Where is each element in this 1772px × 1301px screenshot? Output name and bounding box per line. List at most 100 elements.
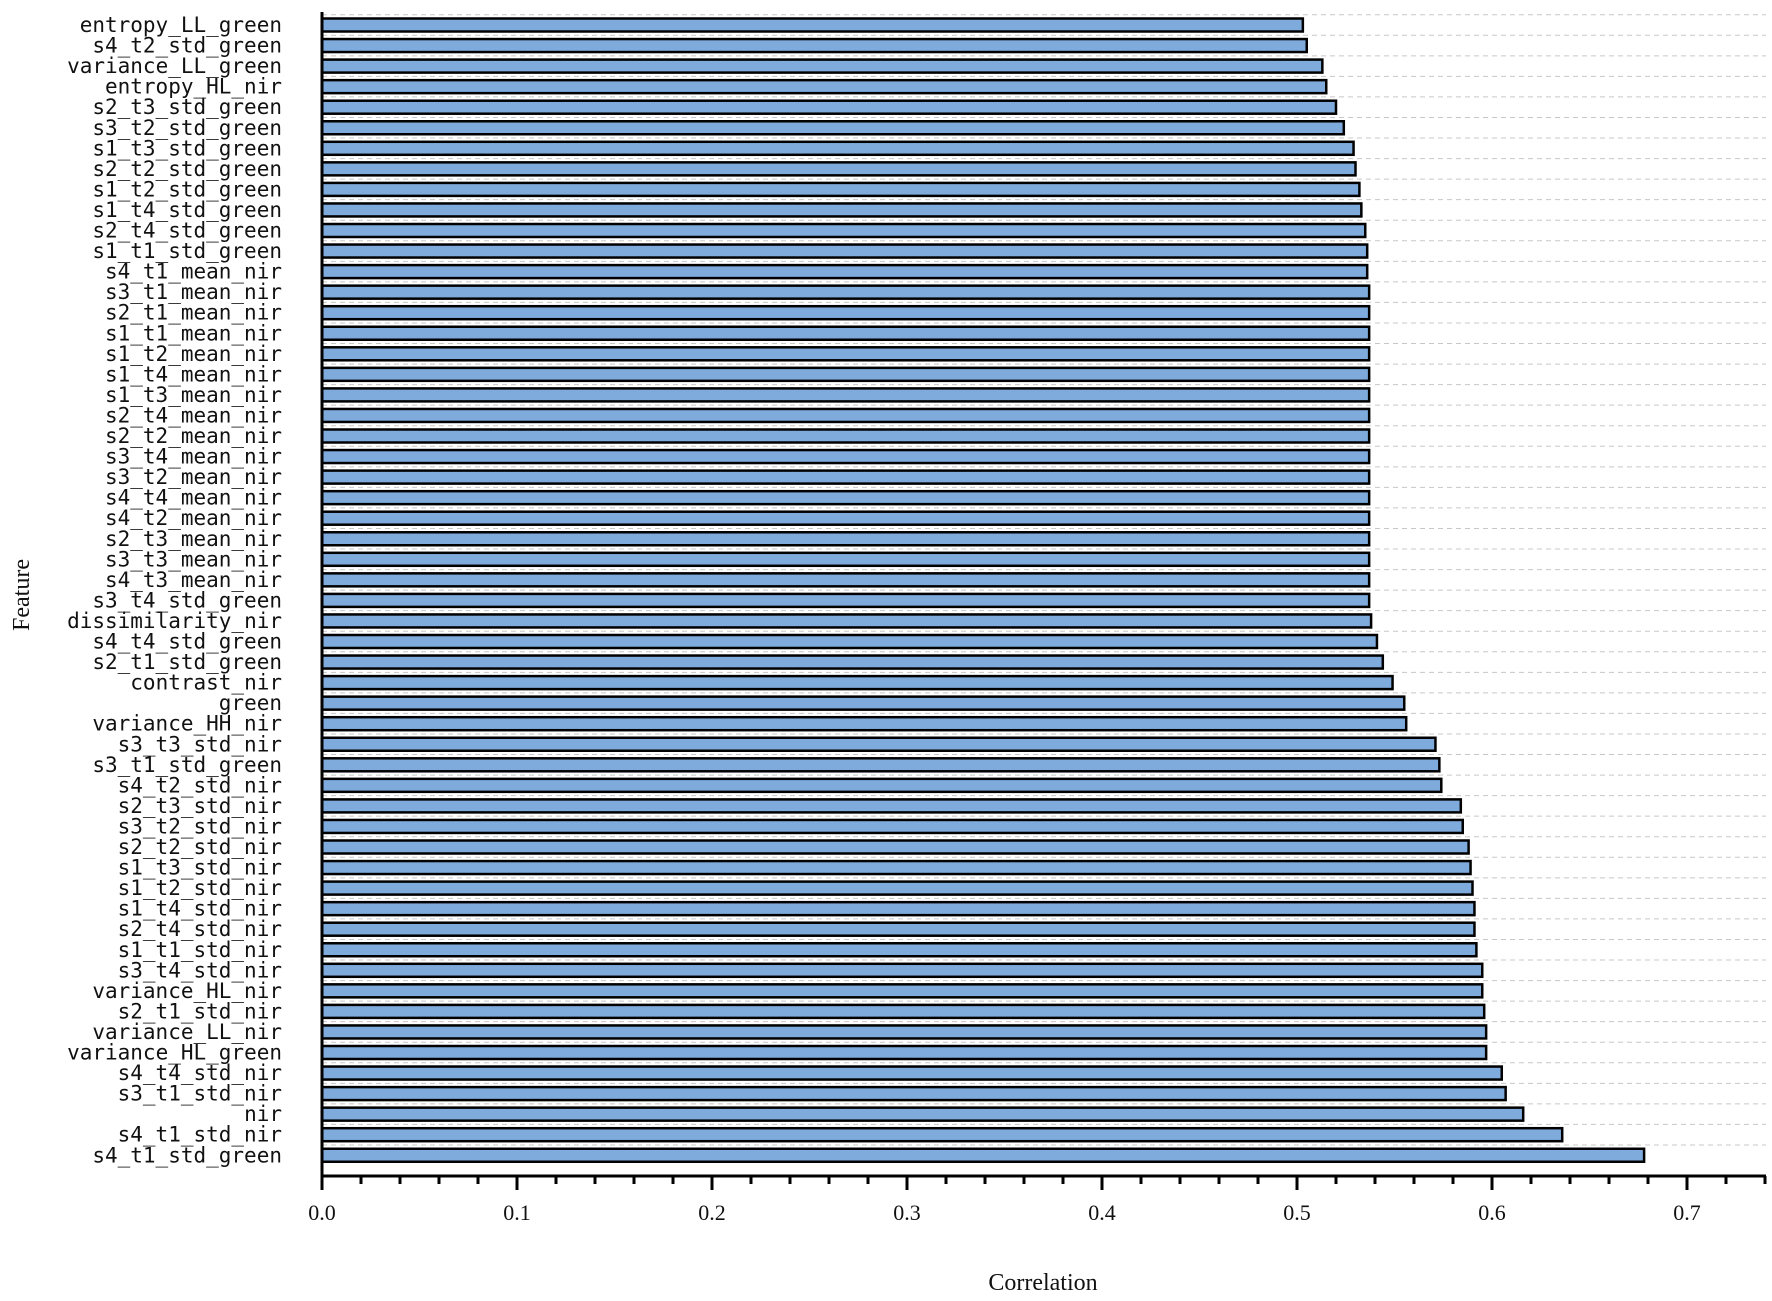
category-label: s2_t1_std_green bbox=[92, 650, 282, 674]
bar-s1_t1_std_nir bbox=[320, 942, 1478, 958]
bar-s2_t3_std_nir bbox=[320, 798, 1463, 814]
bar-s2_t2_std_nir bbox=[320, 839, 1470, 855]
category-label: s1_t4_mean_nir bbox=[105, 362, 282, 386]
category-label: s1_t4_std_nir bbox=[118, 897, 282, 921]
category-label: entropy_LL_green bbox=[80, 13, 282, 37]
category-label: variance_LL_green bbox=[67, 54, 282, 78]
category-label: s2_t4_std_nir bbox=[118, 917, 282, 941]
x-tick-label: 0.3 bbox=[893, 1200, 921, 1225]
bar-s2_t3_mean_nir bbox=[320, 531, 1371, 547]
category-label: s1_t3_std_nir bbox=[118, 856, 282, 880]
category-label: variance_HL_nir bbox=[92, 979, 282, 1003]
category-label: s4_t3_mean_nir bbox=[105, 568, 282, 592]
bar-s1_t3_std_green bbox=[320, 140, 1355, 157]
bar-s4_t1_std_nir bbox=[320, 1126, 1564, 1143]
category-label: contrast_nir bbox=[130, 671, 282, 695]
category-label: s3_t4_std_nir bbox=[118, 958, 282, 982]
bar-s3_t4_mean_nir bbox=[320, 448, 1371, 465]
category-label: s1_t3_std_green bbox=[92, 136, 282, 160]
category-label: s4_t1_std_nir bbox=[118, 1123, 282, 1147]
x-tick-label: 0.6 bbox=[1478, 1200, 1506, 1225]
bar-variance_HH_nir bbox=[320, 715, 1408, 732]
category-label: s1_t1_mean_nir bbox=[105, 321, 282, 345]
bar-s1_t3_mean_nir bbox=[320, 387, 1371, 403]
bar-green bbox=[320, 695, 1406, 711]
bar-s1_t1_std_green bbox=[320, 243, 1369, 259]
category-label: variance_HL_green bbox=[67, 1041, 282, 1065]
bar-s4_t2_std_nir bbox=[320, 777, 1443, 794]
category-label: s3_t2_mean_nir bbox=[105, 465, 282, 489]
bar-s1_t2_std_green bbox=[320, 181, 1361, 198]
category-label: s2_t3_std_green bbox=[92, 95, 282, 119]
category-label: s2_t1_mean_nir bbox=[105, 301, 282, 325]
bar-s4_t2_mean_nir bbox=[320, 510, 1371, 526]
bar-s3_t1_std_nir bbox=[320, 1085, 1507, 1102]
bar-s3_t3_mean_nir bbox=[320, 551, 1371, 568]
category-label: s2_t2_std_green bbox=[92, 157, 282, 181]
category-label: s2_t3_mean_nir bbox=[105, 527, 282, 551]
category-label: s1_t2_mean_nir bbox=[105, 342, 282, 366]
bar-s4_t2_std_green bbox=[320, 37, 1308, 54]
bar-s1_t3_std_nir bbox=[320, 859, 1472, 876]
bar-s3_t1_std_green bbox=[320, 757, 1441, 773]
bar-s1_t2_std_nir bbox=[320, 880, 1474, 896]
bar-s4_t1_std_green bbox=[320, 1147, 1646, 1163]
x-axis-title: Correlation bbox=[988, 1270, 1097, 1296]
category-label: nir bbox=[244, 1102, 282, 1126]
category-label: s3_t3_std_nir bbox=[118, 732, 282, 756]
bar-s3_t4_std_nir bbox=[320, 962, 1484, 979]
category-label: s4_t1_std_green bbox=[92, 1143, 282, 1167]
category-label: s1_t4_std_green bbox=[92, 198, 282, 222]
category-label: s4_t2_mean_nir bbox=[105, 506, 282, 530]
category-label: s4_t2_std_green bbox=[92, 34, 282, 58]
x-tick-label: 0.1 bbox=[503, 1200, 531, 1225]
bar-s2_t1_std_green bbox=[320, 654, 1385, 670]
category-label: s3_t3_mean_nir bbox=[105, 547, 282, 571]
category-label: s1_t2_std_nir bbox=[118, 876, 282, 900]
bar-s2_t2_mean_nir bbox=[320, 428, 1371, 444]
bar-s1_t4_mean_nir bbox=[320, 366, 1371, 383]
bar-s3_t2_std_green bbox=[320, 120, 1346, 136]
bar-nir bbox=[320, 1106, 1525, 1122]
bar-s3_t2_std_nir bbox=[320, 818, 1464, 835]
category-label: s4_t4_mean_nir bbox=[105, 486, 282, 510]
bar-s2_t4_std_nir bbox=[320, 921, 1476, 937]
category-label: s2_t2_std_nir bbox=[118, 835, 282, 859]
category-label: s1_t1_std_nir bbox=[118, 938, 282, 962]
category-label: s3_t1_std_nir bbox=[118, 1082, 282, 1106]
category-label: s3_t1_mean_nir bbox=[105, 280, 282, 304]
category-label: s2_t2_mean_nir bbox=[105, 424, 282, 448]
bars bbox=[320, 17, 1646, 1163]
x-tick-label: 0.4 bbox=[1088, 1200, 1116, 1225]
bar-s1_t2_mean_nir bbox=[320, 346, 1371, 362]
bar-s4_t4_mean_nir bbox=[320, 489, 1371, 506]
category-label: s4_t1_mean_nir bbox=[105, 260, 282, 284]
bar-s4_t3_mean_nir bbox=[320, 572, 1371, 588]
category-label: green bbox=[219, 691, 282, 715]
category-label: s2_t1_std_nir bbox=[118, 999, 282, 1023]
x-tick-label: 0.0 bbox=[308, 1200, 336, 1225]
y-axis-title: Feature bbox=[9, 559, 35, 631]
bar-entropy_LL_green bbox=[320, 17, 1305, 33]
bar-s2_t4_mean_nir bbox=[320, 407, 1371, 424]
category-label: s4_t4_std_nir bbox=[118, 1061, 282, 1085]
category-label: variance_LL_nir bbox=[92, 1020, 282, 1044]
axes: 0.0 0.1 0.2 0.3 0.4 0.5 0.6 0.7 bbox=[308, 12, 1767, 1225]
x-tick-label: 0.5 bbox=[1283, 1200, 1311, 1225]
bar-dissimilarity_nir bbox=[320, 613, 1373, 629]
bar-s2_t4_std_green bbox=[320, 222, 1367, 239]
bar-s2_t1_std_nir bbox=[320, 1003, 1486, 1020]
bar-variance_HL_nir bbox=[320, 983, 1484, 999]
category-labels: entropy_LL_greens4_t2_std_greenvariance_… bbox=[67, 13, 282, 1167]
category-label: s1_t2_std_green bbox=[92, 177, 282, 201]
bar-variance_LL_nir bbox=[320, 1024, 1488, 1040]
category-label: dissimilarity_nir bbox=[67, 609, 282, 633]
bar-s4_t4_std_nir bbox=[320, 1065, 1503, 1081]
bar-contrast_nir bbox=[320, 674, 1394, 691]
x-tick-label: 0.2 bbox=[698, 1200, 726, 1225]
grid-lines bbox=[322, 14, 1766, 1146]
category-label: s2_t4_mean_nir bbox=[105, 403, 282, 427]
bar-s3_t2_mean_nir bbox=[320, 469, 1371, 485]
bar-s1_t1_mean_nir bbox=[320, 325, 1371, 341]
